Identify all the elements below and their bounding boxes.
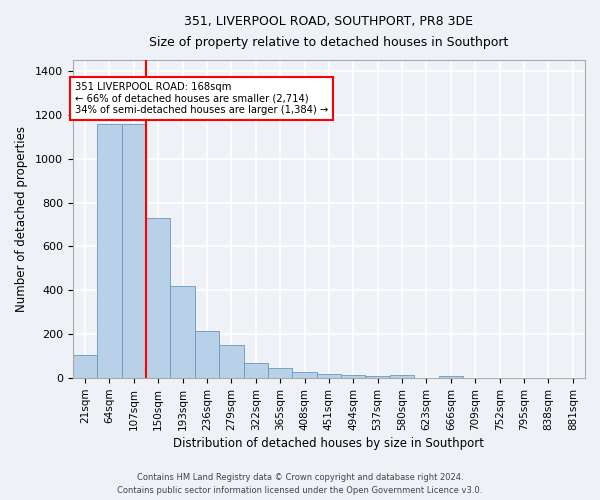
Bar bbox=[219, 346, 244, 378]
Bar bbox=[439, 376, 463, 378]
Bar bbox=[365, 376, 390, 378]
X-axis label: Distribution of detached houses by size in Southport: Distribution of detached houses by size … bbox=[173, 437, 484, 450]
Bar bbox=[122, 124, 146, 378]
Bar bbox=[244, 363, 268, 378]
Text: Contains HM Land Registry data © Crown copyright and database right 2024.
Contai: Contains HM Land Registry data © Crown c… bbox=[118, 474, 482, 495]
Bar bbox=[170, 286, 195, 378]
Text: 351 LIVERPOOL ROAD: 168sqm
← 66% of detached houses are smaller (2,714)
34% of s: 351 LIVERPOOL ROAD: 168sqm ← 66% of deta… bbox=[75, 82, 328, 115]
Bar bbox=[317, 374, 341, 378]
Bar bbox=[146, 218, 170, 378]
Bar bbox=[292, 372, 317, 378]
Bar bbox=[390, 375, 414, 378]
Title: 351, LIVERPOOL ROAD, SOUTHPORT, PR8 3DE
Size of property relative to detached ho: 351, LIVERPOOL ROAD, SOUTHPORT, PR8 3DE … bbox=[149, 15, 509, 49]
Bar bbox=[73, 354, 97, 378]
Bar bbox=[195, 331, 219, 378]
Bar bbox=[268, 368, 292, 378]
Bar bbox=[341, 375, 365, 378]
Y-axis label: Number of detached properties: Number of detached properties bbox=[15, 126, 28, 312]
Bar bbox=[97, 124, 122, 378]
